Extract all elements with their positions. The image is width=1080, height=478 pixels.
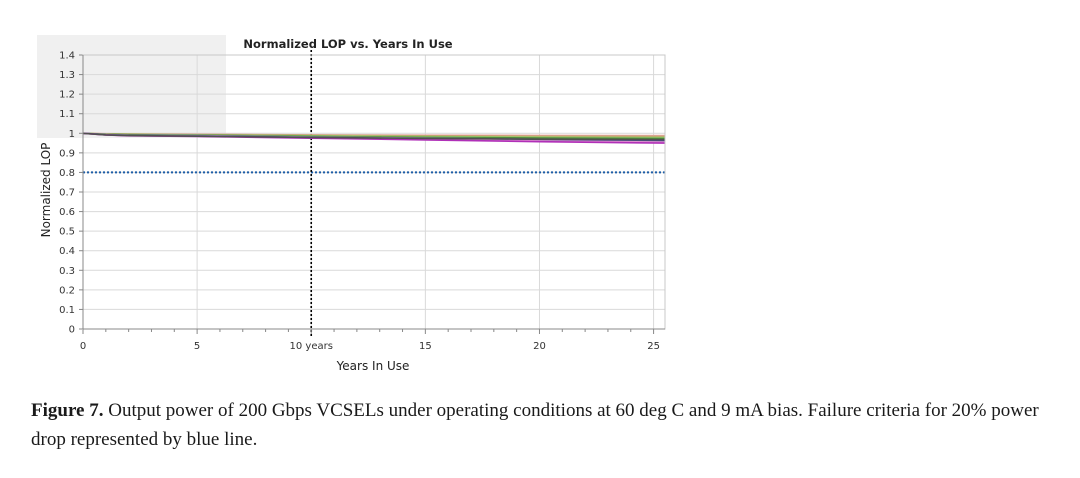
caption-label: Figure 7. [31, 400, 104, 421]
y-tick-label: 0.9 [59, 148, 75, 159]
x-axis-label: Years In Use [336, 359, 410, 373]
y-tick-label: 1.4 [59, 51, 75, 62]
reference-lines [83, 50, 665, 337]
y-tick-label: 0.2 [59, 285, 75, 296]
x-tick-label: 10 years [290, 341, 333, 352]
y-tick-label: 0.3 [59, 266, 75, 277]
x-tick-label: 20 [533, 341, 546, 352]
series-lines [82, 132, 666, 144]
y-tick-label: 1 [69, 129, 75, 140]
y-tick-label: 0.4 [59, 246, 75, 257]
y-tick-label: 0.6 [59, 207, 75, 218]
chart: 0 0.1 0.2 0.3 0.4 0.5 0.6 0.7 0.8 0.9 1 1.1 1.2 1.3 1.… [37, 35, 666, 373]
y-tick-label: 1.1 [59, 109, 75, 120]
x-tick-label: 15 [419, 341, 432, 352]
figure-caption: Figure 7. Output power of 200 Gbps VCSEL… [31, 396, 1071, 454]
y-axis-label: Normalized LOP [39, 143, 53, 238]
background-shade [37, 35, 226, 138]
x-tick-label: 25 [647, 341, 660, 352]
y-tick-label: 0.8 [59, 168, 75, 179]
y-tick-label: 0 [69, 325, 75, 336]
caption-text: Output power of 200 Gbps VCSELs under op… [31, 400, 1039, 450]
y-tick-label: 1.2 [59, 90, 75, 101]
axes [79, 54, 666, 334]
y-tick-label: 0.5 [59, 227, 75, 238]
series-line-9 [82, 132, 666, 141]
chart-title: Normalized LOP vs. Years In Use [243, 37, 452, 51]
y-tick-label: 0.1 [59, 305, 75, 316]
x-tick-label: 0 [80, 341, 86, 352]
y-tick-label: 0.7 [59, 188, 75, 199]
y-tick-label: 1.3 [59, 70, 75, 81]
x-tick-label: 5 [194, 341, 200, 352]
tick-labels: 0 0.1 0.2 0.3 0.4 0.5 0.6 0.7 0.8 0.9 1 1.1 1.2 1.3 1.… [59, 51, 660, 353]
